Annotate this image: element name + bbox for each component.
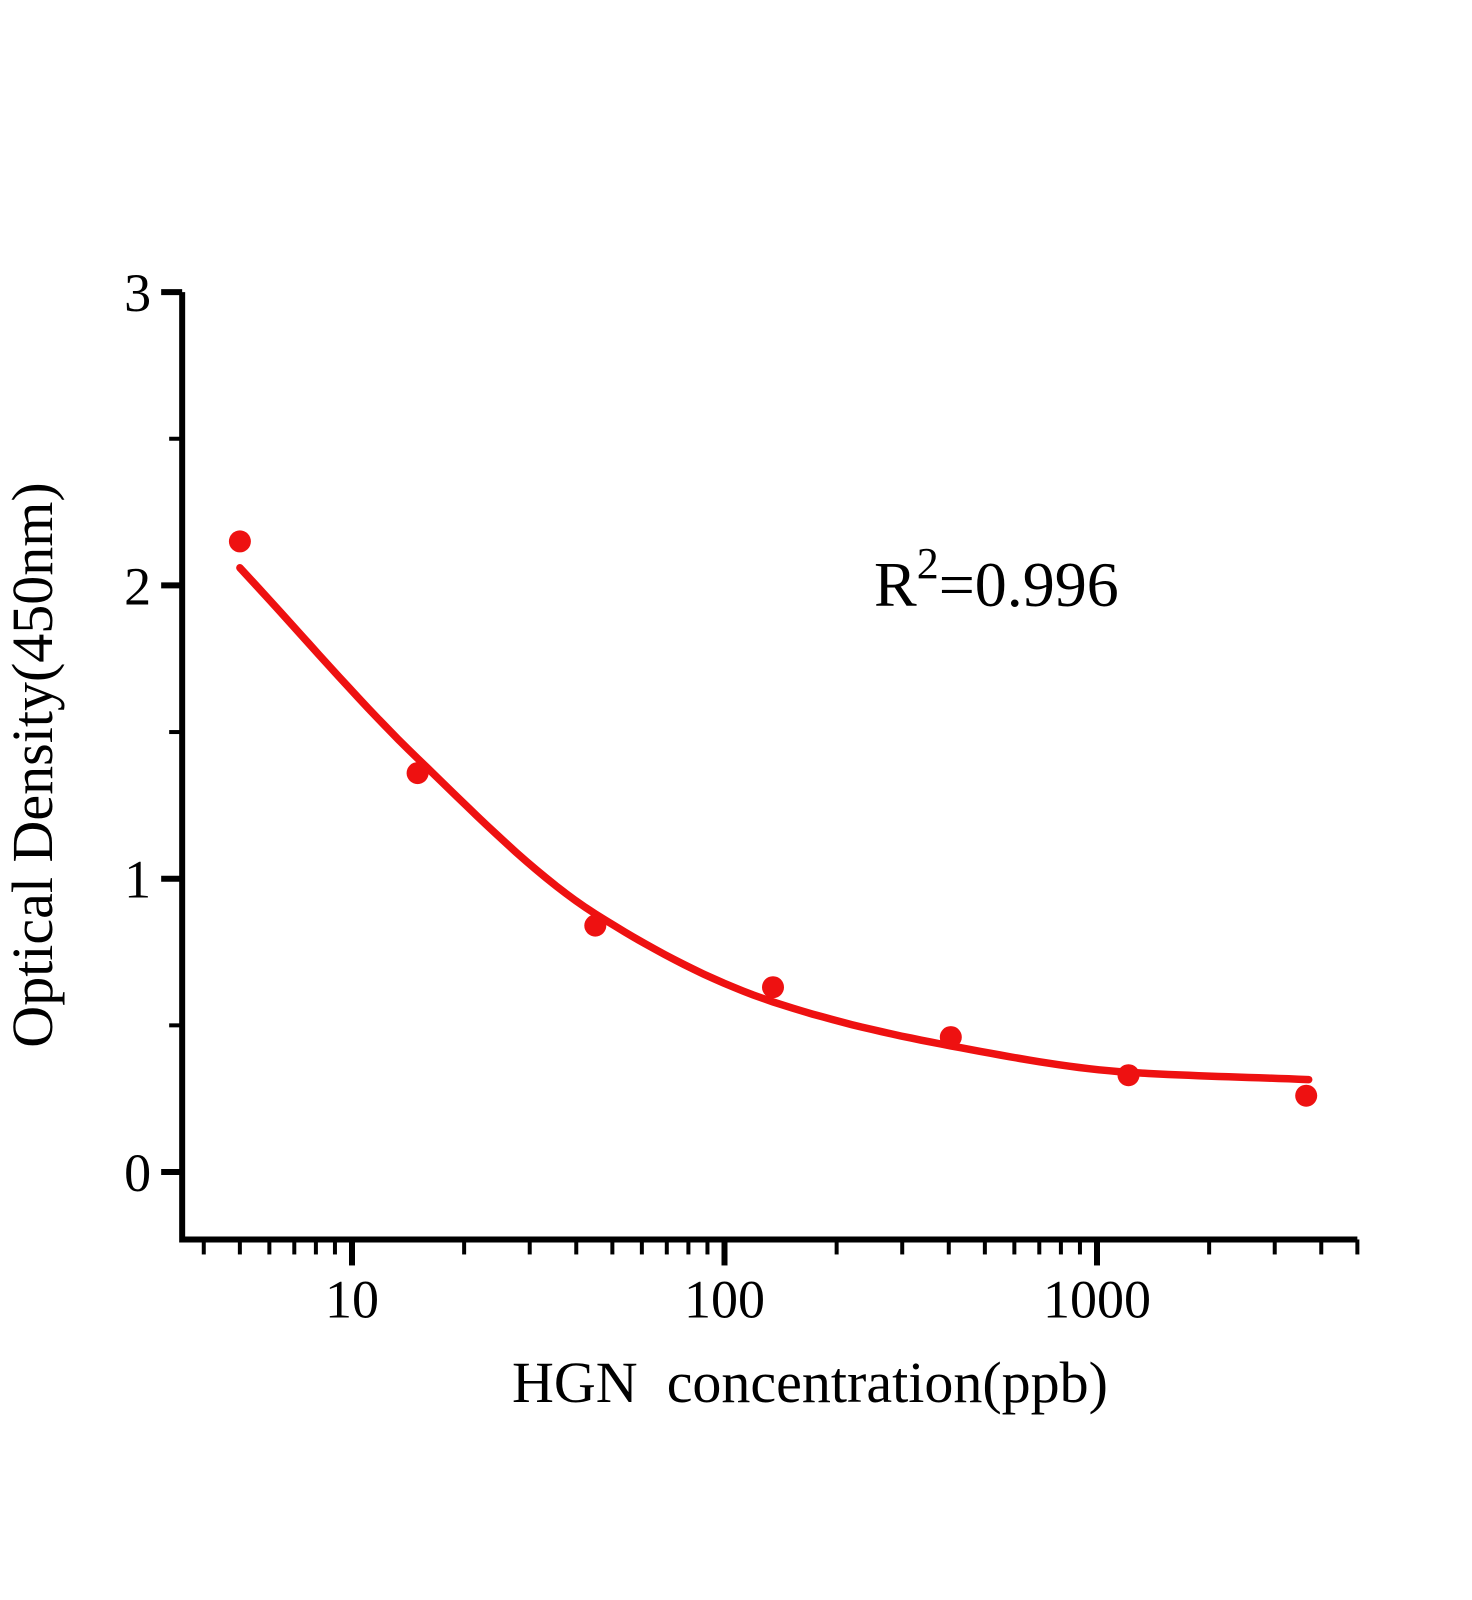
fit-curve-path — [236, 564, 1313, 1084]
data-point — [406, 762, 429, 785]
x-tick-label: 100 — [684, 1269, 765, 1329]
data-point — [939, 1026, 962, 1049]
y-axis-title: Optical Density(450nm) — [0, 482, 65, 1047]
r-squared-annotation: R2=0.996 — [874, 539, 1119, 620]
x-axis-tick-labels: 10 100 1000 — [325, 1269, 1151, 1329]
r-squared-superscript: 2 — [917, 539, 939, 588]
r-squared-base: R — [874, 549, 917, 620]
y-axis-tick-labels: 0 1 2 3 — [124, 263, 151, 1203]
y-axis-ticks — [161, 289, 183, 1175]
x-tick-label: 10 — [325, 1269, 379, 1329]
data-points — [228, 530, 1318, 1107]
y-tick-label: 2 — [124, 556, 151, 616]
r-squared-value: =0.996 — [939, 549, 1119, 620]
x-tick-label: 1000 — [1043, 1269, 1151, 1329]
y-tick-label: 0 — [124, 1143, 151, 1203]
fit-curve — [236, 564, 1313, 1084]
data-point — [1117, 1064, 1140, 1087]
data-point — [1295, 1084, 1318, 1107]
data-point — [228, 530, 251, 553]
data-point — [762, 976, 784, 999]
y-tick-label: 3 — [124, 263, 151, 323]
axis-spine — [179, 292, 1358, 1243]
x-axis-ticks — [201, 1239, 1360, 1266]
data-point — [584, 914, 607, 937]
y-tick-label: 1 — [124, 850, 151, 910]
x-axis-title: HGN concentration(ppb) — [512, 1350, 1108, 1415]
axes-spines — [179, 292, 1358, 1243]
